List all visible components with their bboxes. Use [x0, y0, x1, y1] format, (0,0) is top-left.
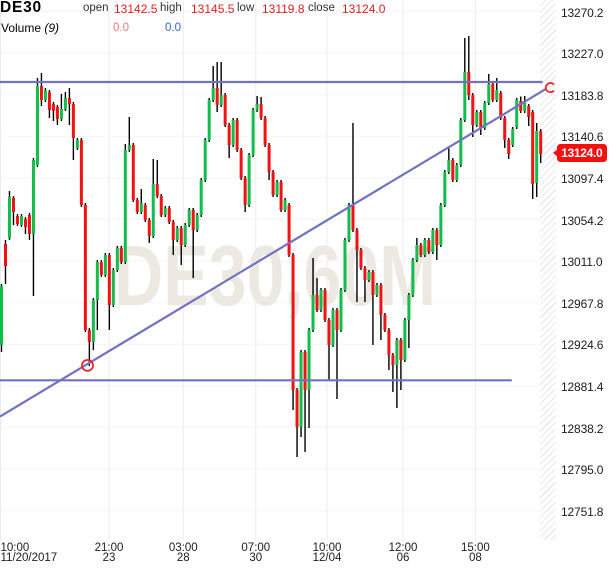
svg-text:DE30,60M: DE30,60M — [114, 229, 436, 324]
